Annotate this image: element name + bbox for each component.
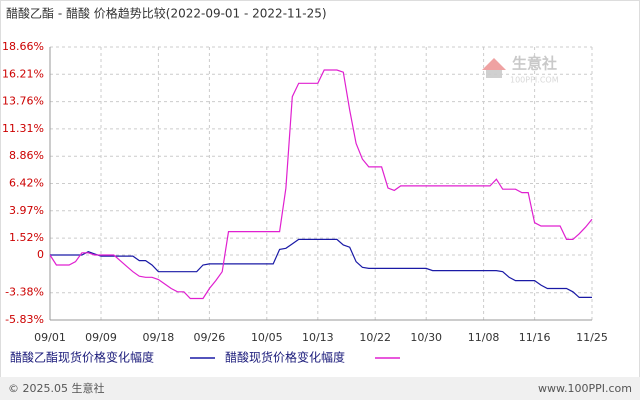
chart-title: 醋酸乙酯 - 醋酸 价格趋势比较(2022-09-01 - 2022-11-25…: [6, 6, 327, 21]
x-tick-label: 10/30: [410, 331, 442, 344]
series-line: [50, 238, 592, 298]
y-tick-label: 11.31%: [2, 122, 44, 135]
x-tick-label: 11/08: [468, 331, 500, 344]
x-tick-label: 09/18: [143, 331, 175, 344]
y-tick-label: 8.86%: [9, 149, 44, 162]
footer-right: www.100PPI.com: [538, 382, 632, 395]
watermark-brand: 生意社: [512, 55, 557, 73]
y-tick-label: 18.66%: [2, 40, 44, 53]
y-tick-label: 1.52%: [9, 231, 44, 244]
legend-label: 醋酸现货价格变化幅度: [225, 350, 345, 365]
footer-bar: [0, 377, 640, 400]
x-tick-label: 11/16: [519, 331, 551, 344]
x-tick-label: 10/22: [359, 331, 391, 344]
x-tick-label: 10/13: [302, 331, 334, 344]
y-tick-label: 6.42%: [9, 176, 44, 189]
y-tick-label: -5.83%: [5, 313, 44, 326]
series-line: [49, 69, 593, 300]
y-tick-label: 3.97%: [9, 204, 44, 217]
footer-left: © 2025.05 生意社: [8, 381, 104, 395]
y-tick-label: 16.21%: [2, 67, 44, 80]
x-tick-label: 09/01: [34, 331, 66, 344]
x-tick-label: 09/09: [85, 331, 117, 344]
x-tick-label: 09/26: [194, 331, 226, 344]
y-tick-label: 0: [37, 248, 44, 261]
watermark-logo: [482, 58, 506, 70]
x-tick-label: 10/05: [251, 331, 283, 344]
y-tick-label: 13.76%: [2, 95, 44, 108]
x-tick-label: 11/25: [576, 331, 608, 344]
legend-label: 醋酸乙酯现货价格变化幅度: [10, 350, 154, 365]
y-tick-label: -3.38%: [5, 286, 44, 299]
